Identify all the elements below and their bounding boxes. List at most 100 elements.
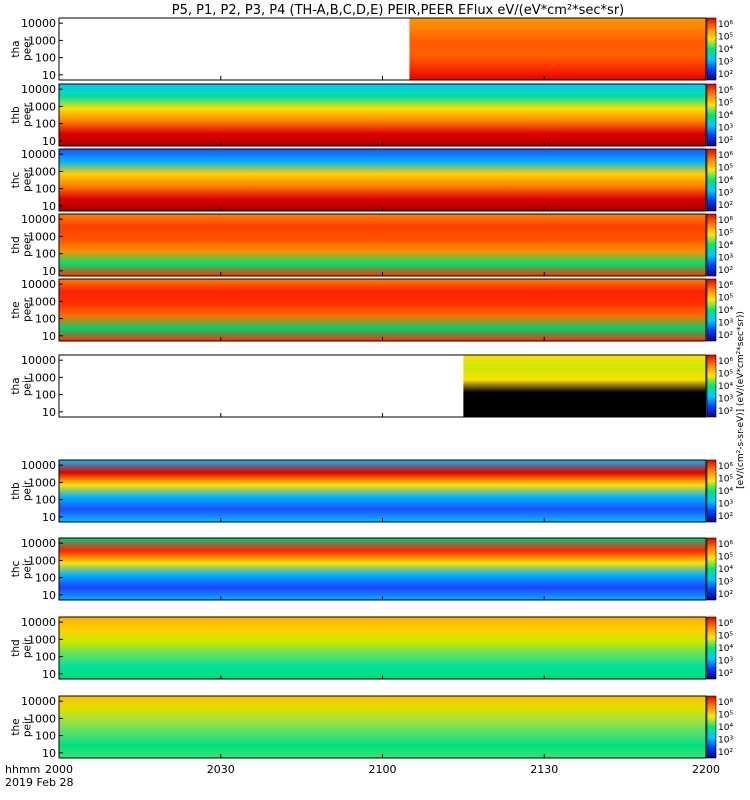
y-tick-label: 100 bbox=[35, 389, 56, 402]
colorbar-tick-label: 10³ bbox=[718, 657, 733, 667]
x-axis: 2000 2030 2100 2130 2200 bbox=[45, 763, 720, 776]
spectrogram-data bbox=[59, 696, 706, 758]
y-tick-label: 10000 bbox=[21, 83, 56, 96]
spectrogram-data bbox=[463, 355, 706, 417]
y-tick-label: 1000 bbox=[28, 633, 56, 646]
colorbar bbox=[706, 695, 717, 759]
colorbar-tick-label: 10³ bbox=[718, 124, 733, 134]
panel-thb-peer: thbpeer 10000 1000 100 10 10⁶ 10⁵ 10⁴ 10³ 10² bbox=[10, 83, 734, 148]
colorbar-tick-label: 10⁵ bbox=[718, 632, 733, 642]
y-tick-label: 1000 bbox=[28, 34, 56, 47]
colorbar-tick-label: 10⁵ bbox=[718, 99, 733, 109]
spectrogram-data bbox=[59, 149, 706, 211]
colorbar-tick-label: 10⁴ bbox=[718, 644, 733, 654]
y-tick-label: 10000 bbox=[21, 17, 56, 30]
colorbar-tick-label: 10² bbox=[718, 266, 733, 276]
y-tick-label: 10 bbox=[42, 200, 56, 213]
colorbar-tick-label: 10² bbox=[718, 407, 733, 417]
panel-ylabel: thdpeer bbox=[10, 232, 34, 257]
x-label-hhmm: hhmm bbox=[5, 763, 40, 776]
panel-ylabel: thbpeer bbox=[10, 102, 34, 127]
panel-ylabel: thdpeir bbox=[10, 637, 34, 658]
colorbar-tick-label: 10³ bbox=[718, 189, 733, 199]
y-tick-label: 10 bbox=[42, 69, 56, 82]
colorbar-tick-label: 10² bbox=[718, 669, 733, 679]
y-tick-label: 10000 bbox=[21, 278, 56, 291]
y-tick-label: 100 bbox=[35, 248, 56, 261]
panel-thd-peer: thdpeer 10000 1000 100 10 10⁶ 10⁵ 10⁴ 10³ 10² bbox=[10, 213, 734, 278]
colorbar-tick-label: 10² bbox=[718, 748, 733, 758]
panel-thb-peir: thbpeir 10000 1000 100 10 10⁶ 10⁵ 10⁴ 10³ 10² bbox=[10, 459, 734, 524]
y-tick-label: 10 bbox=[42, 330, 56, 343]
y-tick-label: 10000 bbox=[21, 148, 56, 161]
panel-the-peer: thepeer 10000 1000 100 10 10⁶ 10⁵ 10⁴ 10³ 10² bbox=[10, 278, 734, 343]
panel-thc-peer: thcpeer 10000 1000 100 10 10⁶ 10⁵ 10⁴ 10³ 10² bbox=[10, 148, 734, 213]
colorbar-tick-label: 10² bbox=[718, 70, 733, 80]
y-tick-label: 1000 bbox=[28, 712, 56, 725]
colorbar-tick-label: 10⁶ bbox=[718, 216, 733, 226]
colorbar bbox=[706, 537, 717, 601]
colorbar-tick-label: 10² bbox=[718, 512, 733, 522]
y-tick-label: 10 bbox=[42, 511, 56, 524]
y-tick-label: 10000 bbox=[21, 695, 56, 708]
panel-ylabel: thapeer bbox=[10, 36, 34, 61]
colorbar-tick-label: 10³ bbox=[718, 58, 733, 68]
y-tick-label: 1000 bbox=[28, 476, 56, 489]
y-tick-label: 10000 bbox=[21, 616, 56, 629]
colorbar-tick-label: 10⁶ bbox=[718, 357, 733, 367]
colorbar-tick-label: 10⁶ bbox=[718, 698, 733, 708]
y-tick-label: 10000 bbox=[21, 537, 56, 550]
colorbar-tick-label: 10⁶ bbox=[718, 540, 733, 550]
x-tick-label: 2100 bbox=[369, 763, 397, 776]
panel-ylabel: thcpeir bbox=[10, 558, 34, 579]
colorbar-tick-label: 10⁶ bbox=[718, 86, 733, 96]
colorbar-tick-label: 10⁴ bbox=[718, 241, 733, 251]
colorbar-tick-label: 10⁴ bbox=[718, 487, 733, 497]
colorbar-tick-label: 10⁴ bbox=[718, 176, 733, 186]
spectrogram-data bbox=[59, 84, 706, 146]
y-tick-label: 1000 bbox=[28, 230, 56, 243]
panel-thc-peir: thcpeir 10000 1000 100 10 10⁶ 10⁵ 10⁴ 10³ 10² bbox=[10, 537, 734, 602]
x-tick-label: 2200 bbox=[692, 763, 720, 776]
colorbar-tick-label: 10⁴ bbox=[718, 45, 733, 55]
colorbar-tick-label: 10⁶ bbox=[718, 151, 733, 161]
colorbar bbox=[706, 213, 717, 277]
colorbar-tick-label: 10³ bbox=[718, 500, 733, 510]
colorbar bbox=[706, 616, 717, 680]
colorbar-tick-label: 10³ bbox=[718, 578, 733, 588]
x-tick-label: 2000 bbox=[45, 763, 73, 776]
x-label-date: 2019 Feb 28 bbox=[5, 776, 73, 789]
colorbar-tick-label: 10³ bbox=[718, 736, 733, 746]
y-tick-label: 100 bbox=[35, 651, 56, 664]
colorbar-tick-label: 10⁴ bbox=[718, 111, 733, 121]
spectrogram-data bbox=[59, 460, 706, 522]
panel-ylabel: thbpeir bbox=[10, 480, 34, 501]
spectrogram-data bbox=[409, 18, 706, 80]
chart-title: P5, P1, P2, P3, P4 (TH-A,B,C,D,E) PEIR,P… bbox=[172, 3, 625, 18]
y-tick-label: 10 bbox=[42, 265, 56, 278]
colorbar-tick-label: 10⁵ bbox=[718, 553, 733, 563]
colorbar bbox=[706, 83, 717, 147]
colorbar-tick-label: 10³ bbox=[718, 395, 733, 405]
panel-tha-peir: thapeir 10000 1000 100 10 10⁶ 10⁵ 10⁴ 10³ 10² bbox=[10, 354, 734, 419]
spectrogram-data bbox=[59, 214, 706, 276]
y-tick-label: 10 bbox=[42, 668, 56, 681]
panel-ylabel: thapeir bbox=[10, 375, 34, 396]
colorbar-tick-label: 10² bbox=[718, 201, 733, 211]
panels-group: thapeer 10000 1000 100 10 10⁶ 10⁵ 10⁴ 10³ 10² thbp… bbox=[10, 17, 734, 760]
colorbar bbox=[706, 17, 717, 81]
y-tick-label: 10000 bbox=[21, 354, 56, 367]
colorbar-tick-label: 10⁵ bbox=[718, 33, 733, 43]
colorbar-tick-label: 10² bbox=[718, 331, 733, 341]
colorbar-tick-label: 10⁴ bbox=[718, 382, 733, 392]
y-tick-label: 1000 bbox=[28, 165, 56, 178]
y-tick-label: 100 bbox=[35, 118, 56, 131]
panel-ylabel: thepeir bbox=[10, 716, 34, 737]
colorbar-tick-label: 10⁶ bbox=[718, 619, 733, 629]
colorbar-tick-label: 10⁵ bbox=[718, 294, 733, 304]
colorbar-tick-label: 10⁶ bbox=[718, 20, 733, 30]
y-tick-label: 100 bbox=[35, 52, 56, 65]
colorbar bbox=[706, 278, 717, 342]
colorbar bbox=[706, 459, 717, 523]
